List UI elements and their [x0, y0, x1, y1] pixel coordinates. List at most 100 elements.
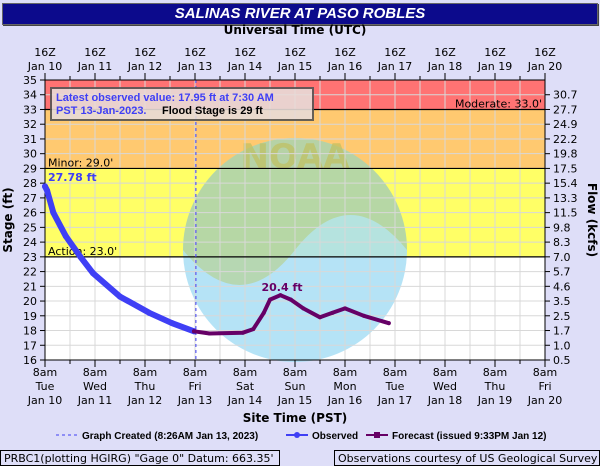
observed-point — [44, 187, 51, 194]
bottom-tick-label: Sat — [236, 380, 255, 393]
bottom-tick-label: 8am — [433, 366, 457, 379]
y-tick-label: 22 — [23, 266, 37, 279]
y-tick-label: 30 — [23, 148, 37, 161]
threshold-label: Action: 23.0' — [48, 245, 117, 258]
bottom-tick-label: 8am — [283, 366, 307, 379]
y2-tick-label: 17.5 — [553, 162, 578, 175]
y-tick-label: 33 — [23, 103, 37, 116]
top-tick-label: 16Z — [134, 46, 156, 59]
bottom-tick-label: Fri — [538, 380, 551, 393]
forecast-point — [361, 313, 366, 318]
y-tick-label: 26 — [23, 207, 37, 220]
y-tick-label: 19 — [23, 310, 37, 323]
top-tick-label: Jan 12 — [127, 60, 162, 73]
top-tick-label: Jan 10 — [27, 60, 62, 73]
bottom-tick-label: 8am — [483, 366, 507, 379]
bottom-tick-label: Jan 12 — [127, 394, 162, 407]
forecast-point — [251, 327, 256, 332]
first-observed-label: 27.78 ft — [48, 171, 97, 184]
forecast-point — [240, 330, 245, 335]
bottom-tick-label: Wed — [83, 380, 107, 393]
observed-point — [77, 253, 84, 260]
bottom-tick-label: 8am — [33, 366, 57, 379]
observed-point — [62, 233, 69, 240]
y2-tick-label: 15.4 — [553, 177, 578, 190]
forecast-point — [301, 306, 306, 311]
observed-point — [89, 270, 96, 277]
y-tick-label: 27 — [23, 192, 37, 205]
bottom-tick-label: Jan 13 — [177, 394, 212, 407]
forecast-point — [261, 310, 266, 315]
top-tick-label: Jan 19 — [477, 60, 512, 73]
y-tick-label: 16 — [23, 354, 37, 367]
chart-title: SALINAS RIVER AT PASO ROBLES — [174, 5, 426, 22]
observed-point — [146, 309, 153, 316]
y2-tick-label: 27.7 — [553, 103, 578, 116]
bottom-tick-label: Jan 11 — [77, 394, 112, 407]
observations-credit: Observations courtesy of US Geological S… — [334, 450, 600, 466]
y2-tick-label: 5.7 — [553, 266, 571, 279]
bottom-tick-label: 8am — [533, 366, 557, 379]
top-tick-label: Jan 20 — [527, 60, 562, 73]
bottom-tick-label: 8am — [383, 366, 407, 379]
threshold-label: Minor: 29.0' — [48, 156, 113, 169]
legend-observed-label: Observed — [312, 431, 358, 442]
crest-label: 20.4 ft — [261, 281, 302, 294]
observed-point — [117, 293, 123, 300]
bottom-tick-label: Fri — [188, 380, 201, 393]
bottom-tick-label: Jan 10 — [27, 394, 62, 407]
y2-tick-label: 13.3 — [553, 192, 578, 205]
top-tick-label: Jan 18 — [427, 60, 462, 73]
bottom-tick-label: Jan 18 — [427, 394, 462, 407]
y-tick-label: 23 — [23, 251, 37, 264]
y2-tick-label: 7.0 — [553, 251, 571, 264]
bottom-tick-label: Wed — [433, 380, 457, 393]
bottom-tick-label: Jan 14 — [227, 394, 262, 407]
top-tick-label: Jan 11 — [77, 60, 112, 73]
y-tick-label: 25 — [23, 221, 37, 234]
bottom-tick-label: 8am — [133, 366, 157, 379]
bottom-tick-label: Tue — [385, 380, 405, 393]
y2-tick-label: 3.5 — [553, 295, 571, 308]
threshold-label: Moderate: 33.0' — [455, 97, 542, 110]
y2-tick-label: 8.3 — [553, 236, 571, 249]
legend-created-label: Graph Created (8:26AM Jan 13, 2023) — [82, 431, 258, 442]
observed-point — [50, 209, 57, 216]
top-tick-label: 16Z — [284, 46, 306, 59]
top-tick-label: 16Z — [34, 46, 56, 59]
y-tick-label: 29 — [23, 162, 37, 175]
y-tick-label: 35 — [23, 74, 37, 87]
bottom-tick-label: Thu — [134, 380, 156, 393]
forecast-point — [288, 297, 293, 302]
y-tick-label: 31 — [23, 133, 37, 146]
forecast-point — [207, 331, 212, 336]
bottom-tick-label: Mon — [333, 380, 356, 393]
y-tick-label: 20 — [23, 295, 37, 308]
y-tick-label: 18 — [23, 325, 37, 338]
latest-observation-text: Latest observed value: 17.95 ft at 7:30 … — [56, 92, 274, 104]
forecast-point — [268, 297, 272, 302]
top-tick-label: 16Z — [534, 46, 556, 59]
y2-tick-label: 9.8 — [553, 221, 571, 234]
top-tick-label: 16Z — [234, 46, 256, 59]
forecast-point — [343, 306, 347, 311]
y2-tick-label: 1.7 — [553, 325, 571, 338]
y-tick-label: 28 — [23, 177, 37, 190]
forecast-point — [386, 321, 391, 326]
y-axis-title: Stage (ft) — [1, 187, 15, 252]
top-tick-label: 16Z — [84, 46, 106, 59]
top-axis-title: Universal Time (UTC) — [224, 23, 367, 37]
legend-forecast-label: Forecast (issued 9:33PM Jan 12) — [392, 431, 547, 442]
forecast-point — [191, 329, 196, 334]
bottom-tick-label: 8am — [333, 366, 357, 379]
y-tick-label: 34 — [23, 89, 37, 102]
top-tick-label: 16Z — [384, 46, 406, 59]
forecast-point — [318, 315, 322, 320]
bottom-tick-label: Thu — [484, 380, 506, 393]
y2-tick-label: 4.6 — [553, 280, 571, 293]
top-tick-label: Jan 13 — [177, 60, 212, 73]
latest-observation-date: PST 13-Jan-2023. — [56, 105, 147, 117]
gage-datum-note: PRBC1(plotting HGIRG) "Gage 0" Datum: 66… — [0, 450, 280, 466]
y2-tick-label: 0.5 — [553, 354, 571, 367]
